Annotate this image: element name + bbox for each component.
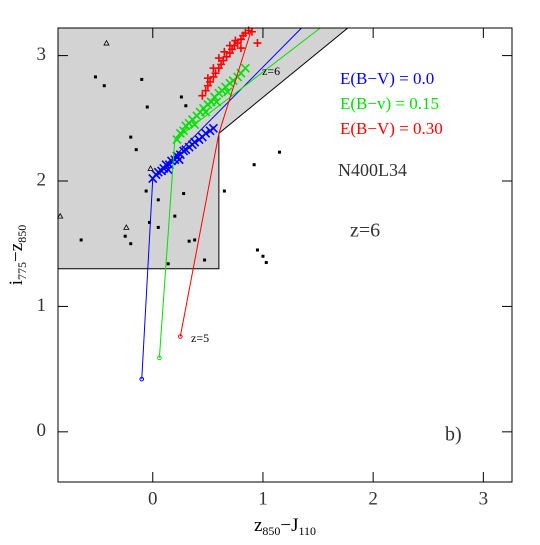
model-label: N400L34 [338, 160, 407, 180]
y-label-part: −z [6, 243, 27, 262]
galaxy-point [203, 258, 207, 262]
model-point [236, 44, 245, 53]
model-point [211, 69, 220, 78]
galaxy-point [79, 238, 83, 242]
galaxy-point [252, 163, 256, 167]
track-line [179, 27, 253, 337]
galaxy-point [222, 189, 226, 193]
galaxy-point [166, 262, 170, 266]
y-label-part: 775 [15, 262, 29, 280]
galaxy-point [193, 238, 197, 242]
model-point [253, 39, 262, 48]
galaxy-point [102, 84, 106, 88]
model-point [225, 41, 234, 50]
galaxy-point [184, 104, 188, 108]
galaxy-point [182, 192, 186, 196]
galaxy-point [123, 234, 127, 238]
triangle-point [103, 39, 110, 46]
track-line [158, 27, 321, 358]
model-point [190, 120, 200, 130]
model-point [201, 107, 211, 117]
model-point [209, 64, 218, 73]
legend-entry: E(B−V) = 0.30 [340, 119, 443, 138]
galaxy-point [145, 105, 149, 109]
model-point [203, 74, 212, 83]
model-point [223, 87, 233, 97]
legend-entry: E(B−V) = 0.0 [340, 69, 434, 88]
galaxy-point [129, 242, 133, 246]
x-tick-label: 2 [368, 488, 378, 509]
model-point [247, 27, 256, 36]
y-tick-label: 3 [37, 44, 47, 65]
galaxy-point [93, 75, 97, 79]
frame [57, 27, 513, 483]
model-point [231, 36, 240, 45]
y-axis-label: i775−z850 [6, 225, 28, 285]
model-point [208, 123, 218, 133]
model-point [201, 86, 210, 95]
galaxy-point [277, 150, 281, 154]
model-point [179, 126, 189, 136]
galaxy-point [134, 148, 138, 152]
model-point [201, 128, 211, 138]
galaxy-point [255, 248, 259, 252]
model-point [198, 91, 207, 100]
model-point [172, 135, 182, 145]
model-point [212, 97, 222, 107]
x-axis-label: z850−J110 [254, 515, 316, 537]
galaxy-point [264, 261, 268, 265]
selection-region [57, 27, 350, 270]
y-label-part: 850 [15, 225, 29, 243]
panel-label: b) [445, 424, 462, 446]
galaxy-point [129, 135, 133, 139]
galaxy-point [173, 214, 177, 218]
model-point [163, 165, 173, 175]
galaxy-point [140, 77, 144, 81]
x-label-part: 110 [298, 524, 316, 538]
x-tick-label: 1 [258, 488, 268, 509]
model-point [190, 137, 200, 147]
galaxy-point [156, 198, 160, 202]
y-tick-label: 2 [37, 169, 47, 190]
galaxy-point [179, 95, 183, 99]
y-label-part: i [6, 280, 27, 285]
model-point [240, 63, 250, 73]
triangle-point [123, 224, 130, 230]
galaxy-point [144, 189, 148, 193]
model-point [161, 160, 171, 170]
redshift-label: z=6 [350, 220, 380, 242]
x-tick-label: 0 [148, 488, 158, 509]
x-label-part: z [254, 515, 262, 536]
track-start [178, 334, 183, 339]
y-tick-label: 1 [37, 295, 47, 316]
model-point [174, 155, 184, 165]
triangle-point [147, 165, 154, 171]
x-label-part: −J [280, 515, 298, 536]
triangle-point [57, 212, 64, 219]
galaxy-point [156, 225, 160, 229]
x-label-part: 850 [262, 524, 280, 538]
galaxy-point [187, 239, 191, 243]
x-tick-label: 3 [479, 488, 489, 509]
track-start [139, 376, 145, 382]
track-start [157, 355, 162, 361]
model-point [220, 47, 229, 56]
z5-annotation: z=5 [191, 331, 209, 345]
z6-annotation: z=6 [262, 64, 280, 78]
plot-area: z=6 z=5 [57, 26, 350, 382]
y-tick-label: 0 [37, 420, 47, 441]
galaxy-point [261, 254, 265, 258]
galaxy-point [147, 220, 151, 224]
model-point [214, 54, 223, 63]
legend-entry: E(B−v) = 0.15 [340, 94, 439, 113]
